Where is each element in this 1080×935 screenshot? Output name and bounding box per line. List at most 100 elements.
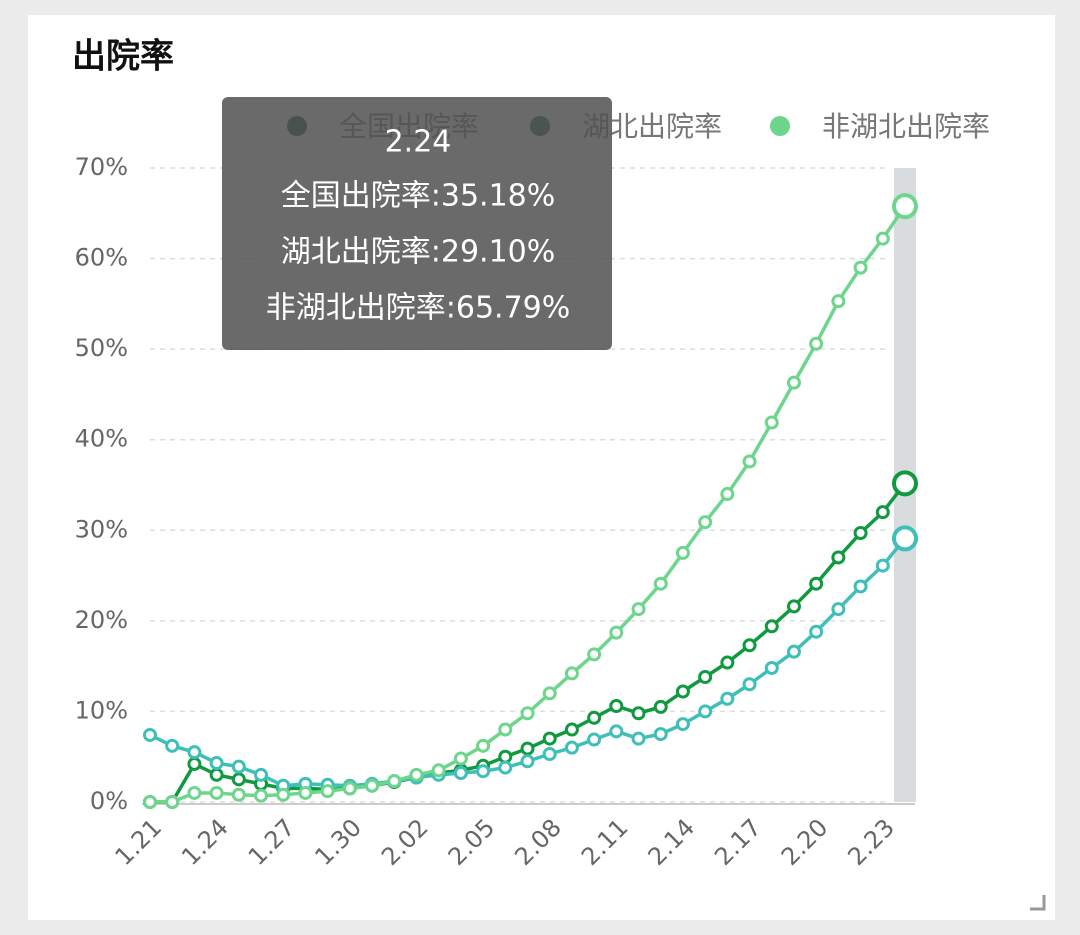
data-point (365, 778, 380, 793)
x-tick-label: 1.30 (309, 813, 367, 871)
data-point (476, 764, 491, 779)
data-point (653, 699, 668, 714)
data-point (853, 579, 868, 594)
data-point (742, 454, 757, 469)
x-tick-label: 2.02 (376, 813, 434, 871)
data-point (831, 550, 846, 565)
data-point (143, 795, 157, 809)
y-tick-label: 20% (75, 606, 128, 634)
data-point (520, 741, 535, 756)
data-point (653, 727, 668, 742)
tooltip-line: 非湖北出院率:65.79% (266, 291, 571, 326)
data-point (742, 677, 757, 692)
x-tick-label: 2.11 (576, 813, 634, 871)
data-point (254, 788, 269, 803)
data-point (809, 336, 824, 351)
data-point (476, 738, 491, 753)
data-point (564, 740, 579, 755)
data-point (453, 751, 468, 766)
data-point (498, 722, 513, 737)
data-point (764, 619, 779, 634)
data-point (187, 745, 202, 760)
data-point (742, 638, 757, 653)
data-point (764, 660, 779, 675)
data-point (231, 787, 246, 802)
data-point (209, 785, 224, 800)
data-point (165, 738, 180, 753)
tooltip-box (222, 97, 612, 350)
tooltip-line: 全国出院率:35.18% (281, 179, 556, 214)
data-point (786, 599, 801, 614)
y-tick-label: 40% (75, 425, 128, 453)
data-point (892, 525, 918, 552)
data-point (542, 746, 557, 761)
y-tick-label: 60% (75, 244, 128, 272)
data-point (542, 686, 557, 701)
x-tick-label: 1.24 (176, 813, 234, 871)
tooltip-title: 2.24 (385, 125, 452, 160)
data-point (542, 731, 557, 746)
y-tick-label: 70% (75, 153, 128, 181)
data-point (609, 625, 624, 640)
data-point (498, 749, 513, 764)
data-point (209, 756, 224, 771)
data-point (675, 684, 690, 699)
data-point (631, 706, 646, 721)
data-point (609, 724, 624, 739)
data-point (231, 772, 246, 787)
data-point (720, 691, 735, 706)
data-point (165, 795, 180, 809)
data-point (675, 717, 690, 732)
y-tick-label: 10% (75, 696, 128, 724)
data-point (342, 781, 357, 796)
data-point (631, 731, 646, 746)
data-point (187, 785, 202, 800)
x-tick-label: 2.05 (443, 813, 501, 871)
data-point (431, 763, 446, 778)
data-point (631, 602, 646, 617)
chart-title: 出院率 (72, 37, 174, 77)
legend-label: 非湖北出院率 (822, 110, 990, 143)
data-point (320, 784, 335, 799)
data-point (564, 666, 579, 681)
data-point (453, 766, 468, 781)
data-point (853, 260, 868, 275)
data-point (587, 647, 602, 662)
x-tick-label: 2.23 (842, 813, 900, 871)
data-point (698, 670, 713, 685)
legend-marker (770, 116, 790, 136)
data-point (892, 193, 918, 220)
data-point (587, 732, 602, 747)
data-point (609, 698, 624, 713)
data-point (786, 644, 801, 659)
data-point (875, 558, 890, 573)
data-point (764, 415, 779, 430)
data-point (720, 487, 735, 502)
data-point (143, 727, 157, 742)
data-point (786, 375, 801, 390)
data-point (720, 655, 735, 670)
data-point (831, 602, 846, 617)
data-point (498, 760, 513, 775)
x-tick-label: 2.08 (509, 813, 567, 871)
data-point (675, 545, 690, 560)
data-point (831, 294, 846, 309)
data-point (231, 759, 246, 774)
x-tick-label: 1.21 (110, 813, 168, 871)
x-tick-label: 2.14 (643, 813, 701, 871)
data-point (409, 767, 424, 782)
data-point (892, 470, 918, 497)
y-tick-label: 50% (75, 334, 128, 362)
data-point (209, 767, 224, 782)
data-point (698, 515, 713, 530)
data-point (698, 704, 713, 719)
data-point (254, 767, 269, 782)
data-point (520, 754, 535, 769)
data-point (875, 505, 890, 520)
data-point (276, 787, 291, 802)
data-point (853, 526, 868, 541)
x-tick-label: 1.27 (243, 813, 301, 871)
data-point (587, 710, 602, 725)
data-point (564, 722, 579, 737)
